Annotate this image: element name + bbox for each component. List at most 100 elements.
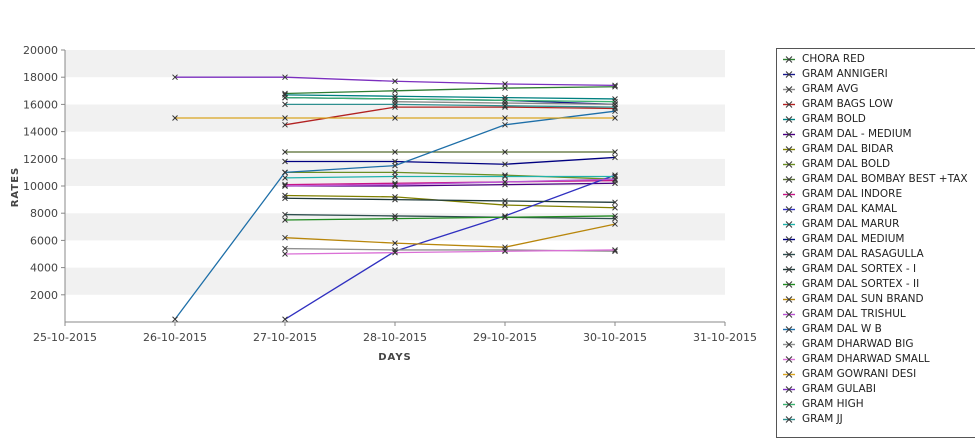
series-23 (282, 94, 618, 105)
data-point (392, 181, 398, 188)
series-line (284, 96, 616, 103)
legend-marker-icon (783, 266, 795, 273)
legend-item: GRAM ANNIGERI (777, 67, 975, 82)
series-line (284, 174, 616, 320)
data-point (282, 316, 288, 323)
legend-item: GRAM DAL TRISHUL (777, 307, 975, 322)
legend-marker-icon (783, 86, 795, 93)
legend-label: GRAM DHARWAD SMALL (802, 353, 930, 365)
data-point (282, 245, 288, 252)
legend-label: GRAM DAL INDORE (802, 188, 903, 200)
data-point (612, 204, 618, 211)
data-point (172, 115, 178, 121)
series-18 (172, 108, 618, 323)
x-tick-label: 25-10-2015 (33, 331, 97, 344)
data-point (392, 101, 398, 108)
legend-marker-icon (783, 236, 795, 243)
legend-marker-icon (783, 206, 795, 213)
legend-marker-icon (783, 311, 795, 318)
chart-legend: CHORA RED GRAM ANNIGERI GRAM AVG GRAM BAGS … (776, 48, 975, 438)
data-point (502, 149, 508, 155)
data-point (502, 85, 508, 91)
legend-item: GRAM GOWRANI DESI (777, 367, 975, 382)
legend-label: GRAM DAL BIDAR (802, 143, 894, 155)
legend-marker-icon (783, 116, 795, 123)
data-point (392, 249, 398, 256)
grid-band (65, 131, 725, 159)
series-line (285, 156, 616, 165)
y-tick-label: 2000 (30, 289, 58, 302)
legend-label: GRAM DAL SORTEX - I (802, 263, 917, 275)
data-point (282, 183, 288, 189)
data-point (282, 195, 288, 202)
grid-band (65, 50, 725, 78)
legend-label: GRAM DAL - MEDIUM (802, 128, 912, 140)
x-tick-label: 28-10-2015 (363, 331, 427, 344)
series-line (284, 86, 616, 95)
legend-marker-icon (783, 296, 795, 303)
y-tick-label: 8000 (30, 207, 58, 220)
data-point (392, 78, 398, 85)
x-tick-label: 29-10-2015 (473, 331, 537, 344)
legend-label: GRAM AVG (802, 83, 859, 95)
legend-label: GRAM DAL MEDIUM (802, 233, 905, 245)
grid-band (65, 213, 725, 241)
data-point (612, 213, 618, 219)
series-21 (172, 115, 618, 121)
legend-item: GRAM DAL SORTEX - II (777, 277, 975, 292)
data-point (392, 149, 398, 155)
series-line (285, 182, 616, 187)
legend-label: GRAM DAL TRISHUL (802, 308, 906, 320)
legend-label: GRAM BAGS LOW (802, 98, 894, 110)
data-point (612, 221, 618, 227)
data-point (392, 215, 398, 222)
data-point (392, 240, 398, 246)
data-point (502, 97, 508, 104)
series-line (284, 213, 616, 220)
legend-item: GRAM DAL BIDAR (777, 142, 975, 157)
series-15 (282, 213, 618, 223)
data-point (502, 102, 508, 109)
legend-item: GRAM DAL MARUR (777, 217, 975, 232)
y-tick-label: 12000 (23, 153, 58, 166)
y-tick-label: 4000 (30, 262, 58, 275)
data-point (282, 234, 288, 241)
series-line (284, 194, 616, 209)
tick-labels: 2000 4000 6000 8000 10000 12000 14000 16000 1800… (23, 44, 757, 344)
legend-label: GRAM DAL BOLD (802, 158, 891, 170)
data-point (392, 115, 398, 121)
data-point (282, 74, 288, 81)
legend-label: GRAM HIGH (802, 398, 864, 410)
y-tick-label: 20000 (23, 44, 58, 57)
legend-label: GRAM GOWRANI DESI (802, 368, 917, 380)
legend-item: GRAM DAL SUN BRAND (777, 292, 975, 307)
legend-label: GRAM JJ (802, 413, 843, 425)
series-8 (282, 149, 618, 155)
series-line (284, 197, 616, 203)
legend-marker-icon (783, 56, 795, 63)
legend-label: GRAM DAL SORTEX - II (802, 278, 920, 290)
data-point (282, 217, 288, 223)
x-tick-label: 27-10-2015 (253, 331, 317, 344)
data-point (392, 196, 398, 203)
data-point (612, 199, 618, 206)
series-22 (172, 74, 618, 89)
data-point (392, 96, 398, 102)
series-line (284, 215, 616, 221)
legend-item: GRAM DHARWAD SMALL (777, 352, 975, 367)
data-point (282, 158, 288, 165)
legend-label: GRAM DAL RASAGULLA (802, 248, 924, 260)
y-axis-title: RATES (10, 167, 21, 208)
legend-item: GRAM DAL KAMAL (777, 202, 975, 217)
legend-item: GRAM JJ (777, 412, 975, 427)
series-9 (282, 177, 618, 188)
legend-label: GRAM DAL W B (802, 323, 882, 335)
legend-item: GRAM DAL SORTEX - I (777, 262, 975, 277)
data-point (392, 158, 398, 165)
data-point (502, 198, 508, 204)
legend-item: GRAM DAL - MEDIUM (777, 127, 975, 142)
legend-label: GRAM DAL SUN BRAND (802, 293, 924, 305)
data-point (282, 121, 288, 128)
grid-band (65, 294, 725, 322)
legend-item: GRAM DAL MEDIUM (777, 232, 975, 247)
